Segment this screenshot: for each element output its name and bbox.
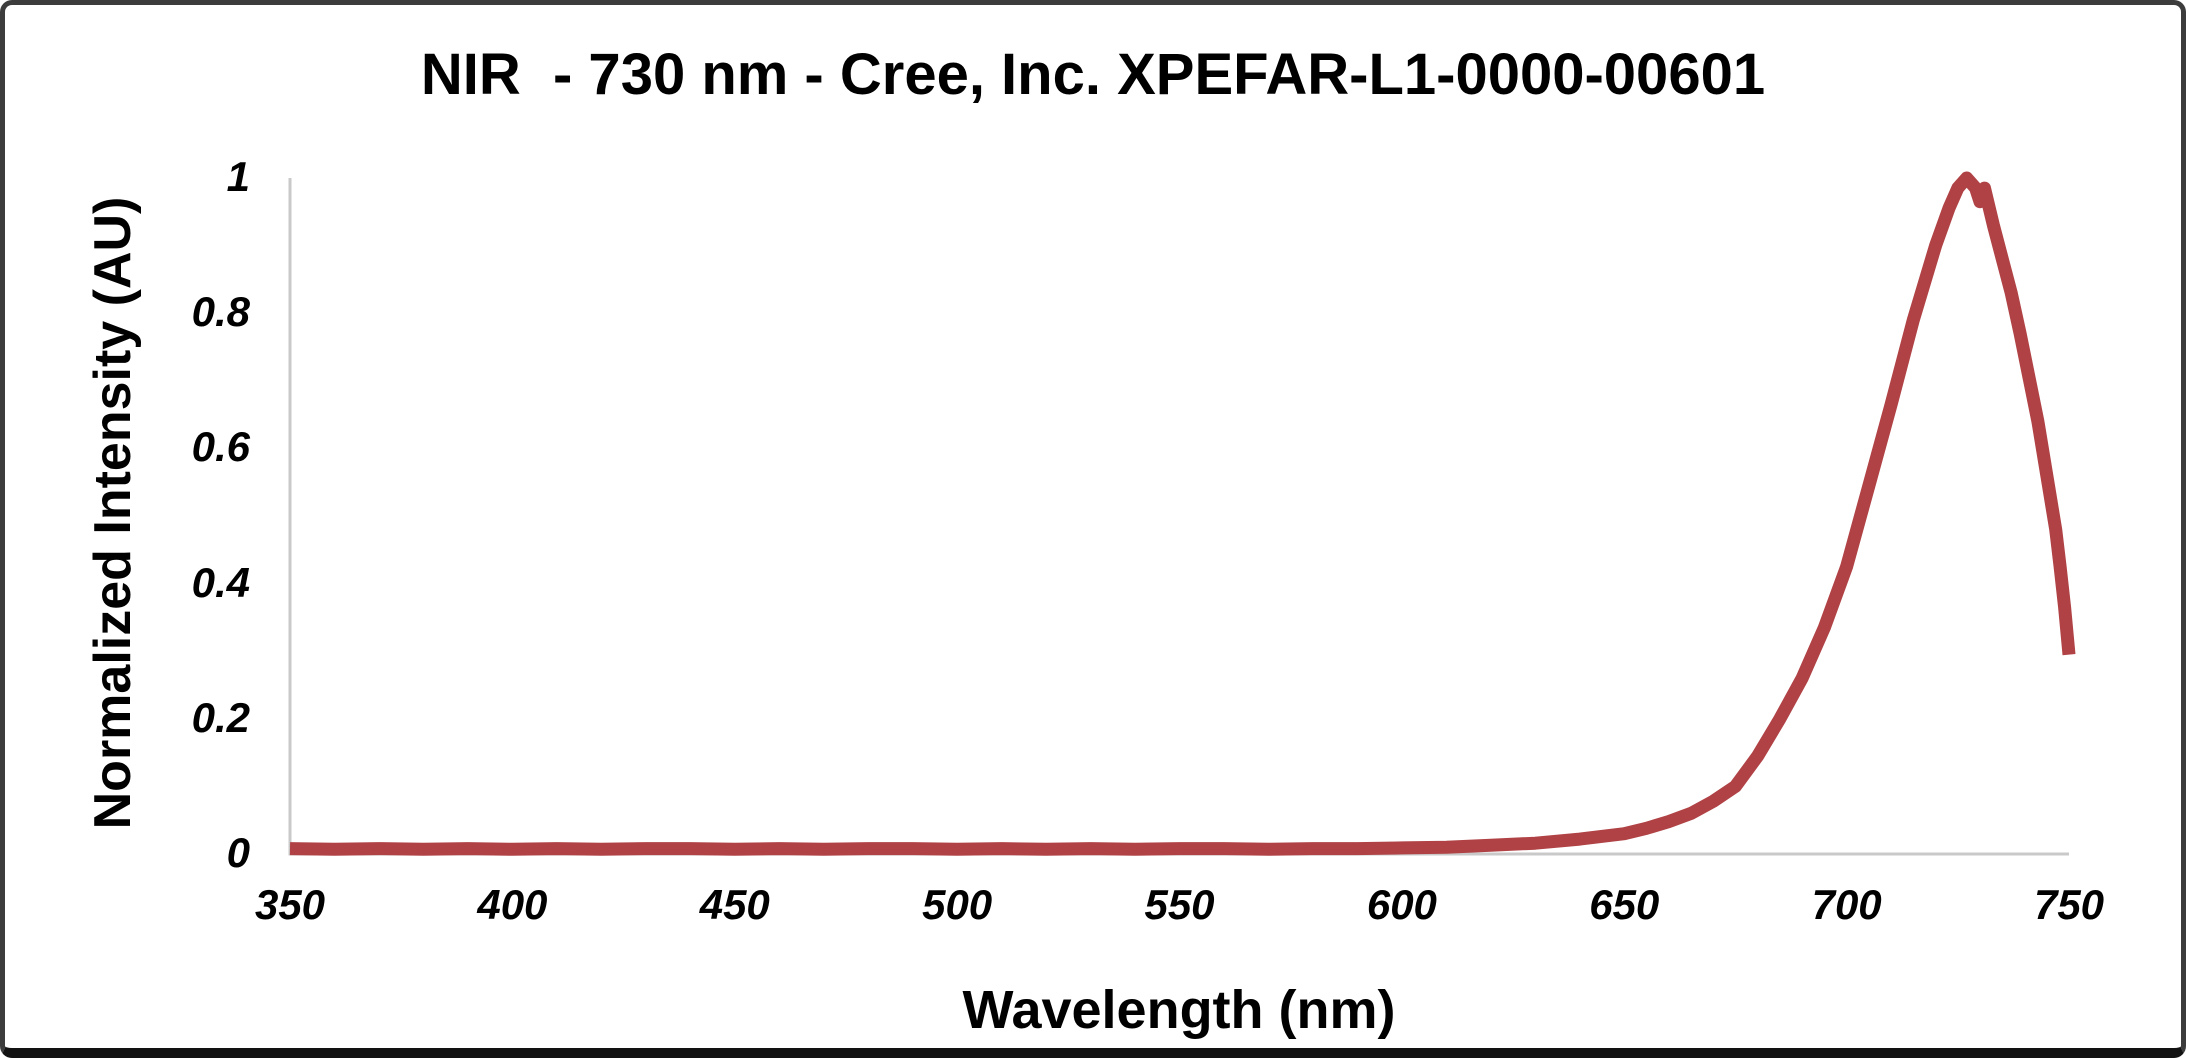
y-tick-label: 0.6 xyxy=(191,423,250,471)
x-tick-label: 650 xyxy=(1589,881,1660,928)
x-tick-label: 400 xyxy=(477,881,548,928)
x-tick-label: 700 xyxy=(1811,881,1882,928)
y-tick-label: 0 xyxy=(226,829,250,876)
x-tick-label: 600 xyxy=(1366,881,1437,928)
x-tick-label: 550 xyxy=(1144,881,1215,928)
y-tick-label: 0.2 xyxy=(191,693,250,741)
x-tick-label: 500 xyxy=(922,881,993,928)
y-tick-label: 0.8 xyxy=(191,288,250,336)
x-tick-label: 350 xyxy=(254,881,326,928)
spectrum-plot xyxy=(288,171,2076,856)
x-tick-label: 750 xyxy=(2033,881,2105,928)
x-tick-label: 450 xyxy=(699,881,770,928)
x-axis-title: Wavelength (nm) xyxy=(962,980,1396,1040)
chart-title: NIR - 730 nm - Cree, Inc. XPEFAR-L1-0000… xyxy=(420,42,1766,107)
y-tick-label: 0.4 xyxy=(191,558,250,606)
y-tick-label: 1 xyxy=(226,153,250,200)
spectrum-curve xyxy=(289,171,2076,856)
